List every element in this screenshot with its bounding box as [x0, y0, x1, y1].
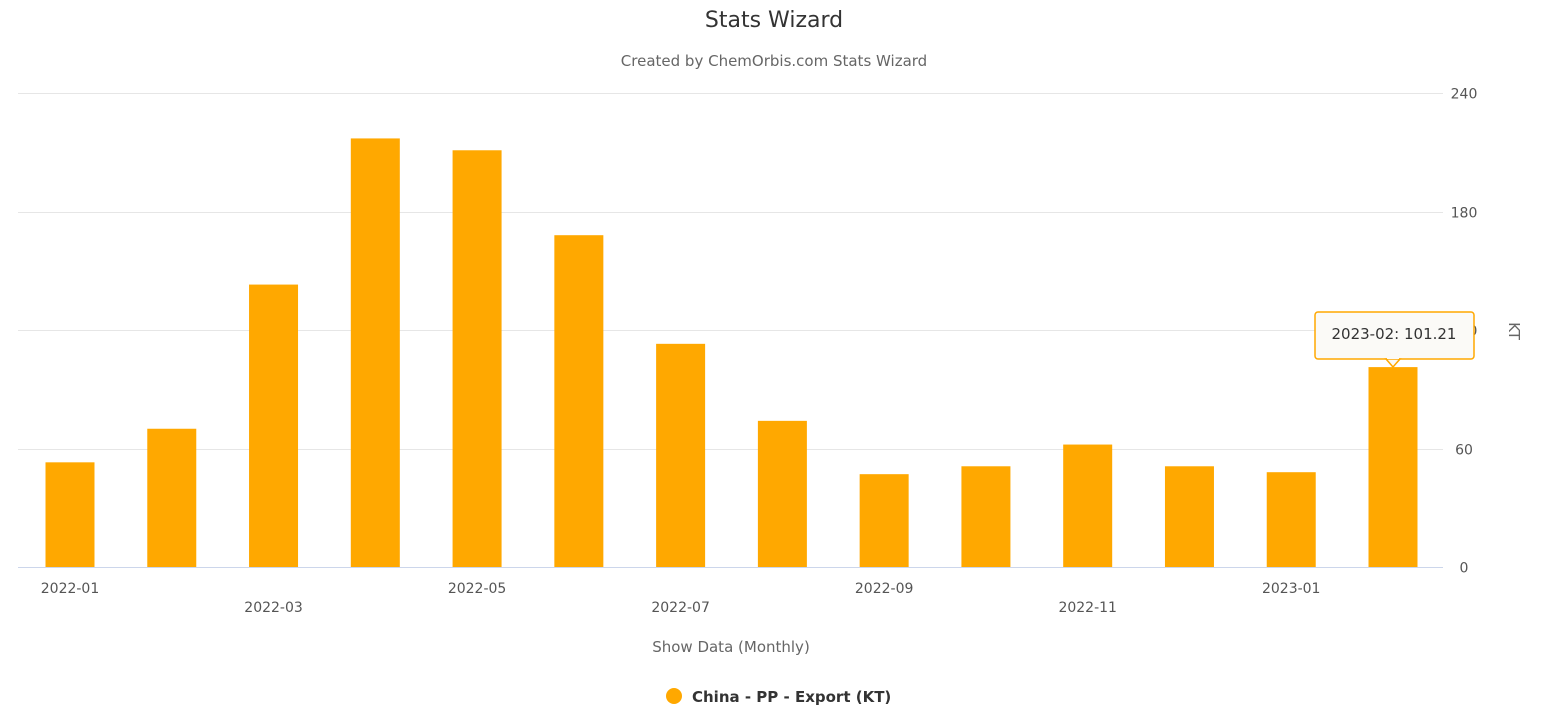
x-axis-title: Show Data (Monthly) — [652, 638, 810, 656]
tooltip-pointer-mask — [1387, 356, 1399, 359]
tooltip-text: 2023-02: 101.21 — [1332, 325, 1457, 343]
bar-2022-12[interactable] — [1164, 466, 1214, 567]
legend-label[interactable]: China - PP - Export (KT) — [692, 688, 891, 706]
tooltip: 2023-02: 101.21 — [1314, 311, 1475, 369]
bar-2022-09[interactable] — [859, 474, 909, 567]
x-tick-label: 2022-09 — [855, 581, 914, 597]
gridlines — [18, 93, 1443, 450]
x-tick-label: 2022-07 — [651, 600, 710, 616]
bar-2022-01[interactable] — [45, 462, 95, 567]
bar-2023-02[interactable] — [1368, 367, 1418, 567]
bar-2022-04[interactable] — [350, 138, 400, 568]
bar-2022-03[interactable] — [249, 284, 299, 567]
x-axis-ticks: 2022-01 2022-03 2022-05 2022-07 2022-09 2022-… — [41, 581, 1321, 616]
bar-2023-01[interactable] — [1266, 472, 1316, 567]
y-tick-label: 240 — [1451, 87, 1478, 103]
legend-marker — [666, 688, 682, 704]
x-tick-label: 2022-03 — [244, 600, 303, 616]
chart-title: Stats Wizard — [705, 8, 843, 33]
y-axis-title: KT — [1505, 322, 1523, 341]
chart-subtitle: Created by ChemOrbis.com Stats Wizard — [621, 52, 927, 70]
tooltip-pointer — [1384, 358, 1402, 369]
bar-2022-10[interactable] — [961, 466, 1011, 567]
x-tick-label: 2022-01 — [41, 581, 100, 597]
legend[interactable]: China - PP - Export (KT) — [666, 688, 891, 706]
x-tick-label: 2023-01 — [1262, 581, 1321, 597]
bar-2022-08[interactable] — [757, 420, 807, 567]
x-tick-label: 2022-05 — [448, 581, 507, 597]
bars[interactable] — [45, 138, 1418, 568]
x-tick-label: 2022-11 — [1058, 600, 1117, 616]
y-tick-label: 60 — [1455, 443, 1473, 459]
bar-2022-05[interactable] — [452, 150, 502, 567]
bar-2022-02[interactable] — [147, 428, 197, 567]
y-tick-label: 180 — [1451, 206, 1478, 222]
bar-2022-07[interactable] — [656, 343, 706, 567]
y-tick-label: 0 — [1460, 561, 1469, 577]
bar-2022-06[interactable] — [554, 235, 604, 567]
bar-2022-11[interactable] — [1063, 444, 1113, 567]
